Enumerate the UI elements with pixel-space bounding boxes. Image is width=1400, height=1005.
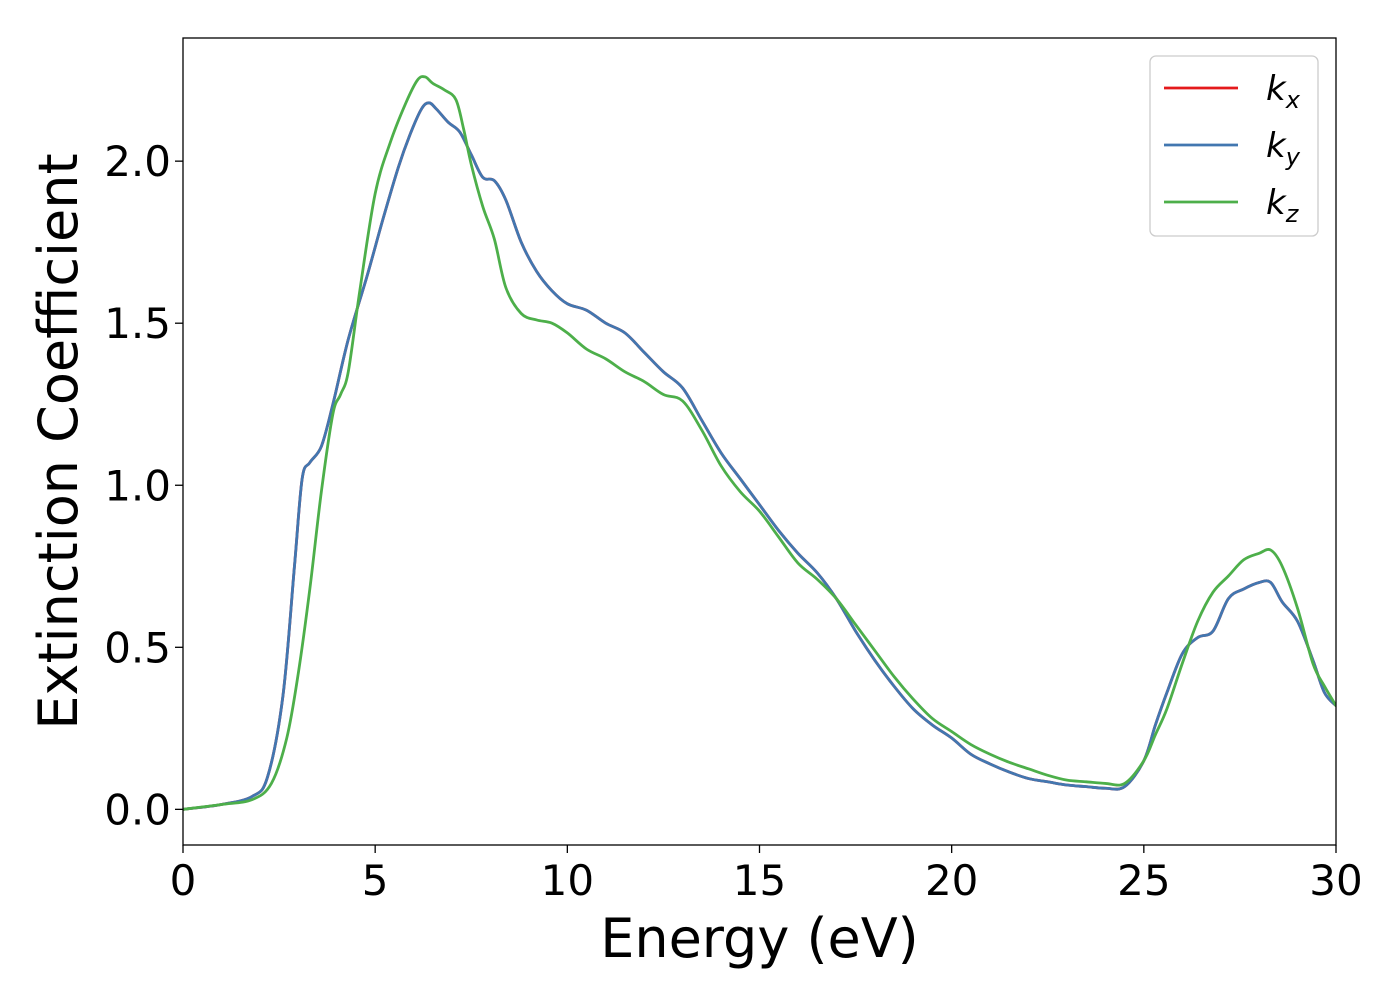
y-axis-label: Extinction Coefficient — [27, 153, 90, 729]
x-tick-label: 30 — [1309, 856, 1362, 905]
y-tick-label: 0.5 — [104, 623, 171, 672]
y-tick-label: 1.0 — [104, 461, 171, 510]
y-tick-label: 0.0 — [104, 785, 171, 834]
x-tick-label: 25 — [1117, 856, 1170, 905]
x-tick-label: 15 — [733, 856, 786, 905]
y-tick-label: 2.0 — [104, 137, 171, 186]
y-tick-label: 1.5 — [104, 299, 171, 348]
x-axis: 0 5 10 15 20 25 30 — [170, 845, 1363, 905]
x-tick-label: 5 — [362, 856, 389, 905]
series-line-ky — [183, 101, 1336, 811]
legend-label-ky: ky — [1266, 126, 1301, 171]
legend-label-kz: kz — [1266, 183, 1300, 228]
x-tick-label: 0 — [170, 856, 197, 905]
series-layer — [183, 75, 1336, 811]
legend-label-kx: kx — [1266, 69, 1301, 114]
y-axis: 0.0 0.5 1.0 1.5 2.0 — [104, 137, 183, 834]
series-line-kz — [183, 75, 1336, 811]
x-tick-label: 10 — [541, 856, 594, 905]
x-tick-label: 20 — [925, 856, 978, 905]
x-axis-label: Energy (eV) — [600, 907, 919, 970]
legend: kx ky kz — [1149, 55, 1319, 237]
